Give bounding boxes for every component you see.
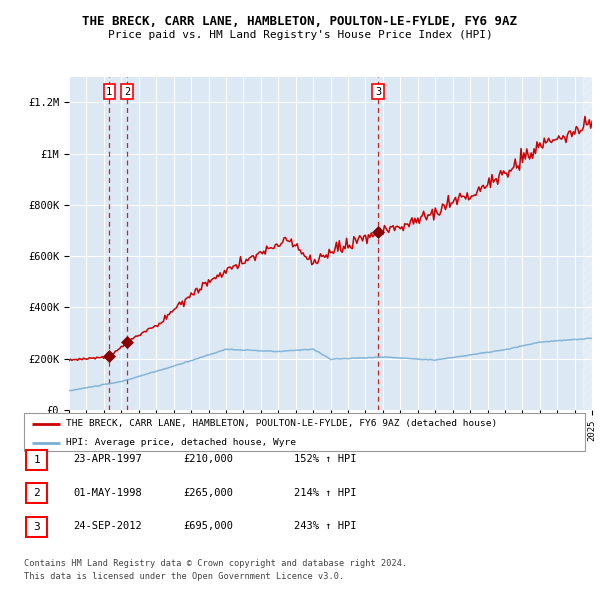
Text: 3: 3 <box>375 87 382 97</box>
Text: £265,000: £265,000 <box>183 488 233 497</box>
Text: This data is licensed under the Open Government Licence v3.0.: This data is licensed under the Open Gov… <box>24 572 344 581</box>
Text: 01-MAY-1998: 01-MAY-1998 <box>73 488 142 497</box>
Text: 2: 2 <box>33 489 40 498</box>
Text: 2: 2 <box>124 87 130 97</box>
Text: Contains HM Land Registry data © Crown copyright and database right 2024.: Contains HM Land Registry data © Crown c… <box>24 559 407 568</box>
Text: 152% ↑ HPI: 152% ↑ HPI <box>294 454 356 464</box>
Text: 24-SEP-2012: 24-SEP-2012 <box>73 522 142 531</box>
FancyBboxPatch shape <box>26 450 47 470</box>
Text: 214% ↑ HPI: 214% ↑ HPI <box>294 488 356 497</box>
Text: 23-APR-1997: 23-APR-1997 <box>73 454 142 464</box>
FancyBboxPatch shape <box>26 483 47 503</box>
Text: £210,000: £210,000 <box>183 454 233 464</box>
Text: 1: 1 <box>106 87 112 97</box>
Text: HPI: Average price, detached house, Wyre: HPI: Average price, detached house, Wyre <box>66 438 296 447</box>
FancyBboxPatch shape <box>24 413 585 451</box>
Text: THE BRECK, CARR LANE, HAMBLETON, POULTON-LE-FYLDE, FY6 9AZ (detached house): THE BRECK, CARR LANE, HAMBLETON, POULTON… <box>66 419 497 428</box>
Polygon shape <box>583 77 592 410</box>
Text: 3: 3 <box>33 522 40 532</box>
Text: THE BRECK, CARR LANE, HAMBLETON, POULTON-LE-FYLDE, FY6 9AZ: THE BRECK, CARR LANE, HAMBLETON, POULTON… <box>83 15 517 28</box>
Text: Price paid vs. HM Land Registry's House Price Index (HPI): Price paid vs. HM Land Registry's House … <box>107 30 493 40</box>
Text: 1: 1 <box>33 455 40 464</box>
Text: £695,000: £695,000 <box>183 522 233 531</box>
Text: 243% ↑ HPI: 243% ↑ HPI <box>294 522 356 531</box>
FancyBboxPatch shape <box>26 517 47 537</box>
